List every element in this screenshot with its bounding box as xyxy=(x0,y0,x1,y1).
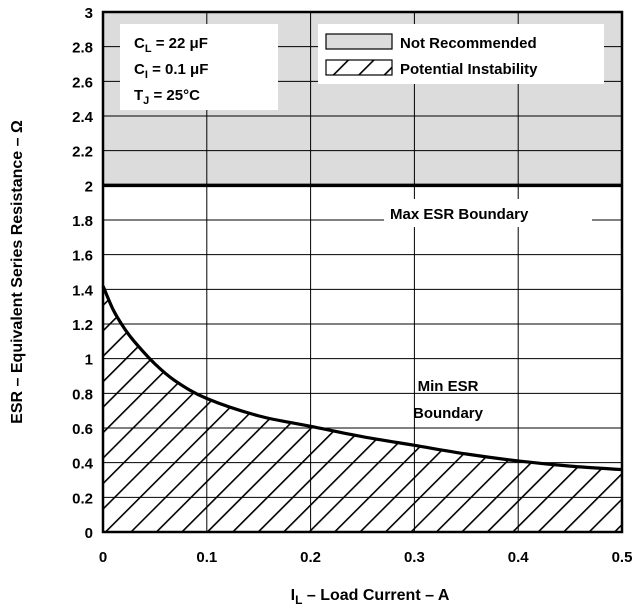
marks xyxy=(101,183,623,472)
condition-cl: CL = 22 μF xyxy=(134,35,208,55)
max-esr-label-bg xyxy=(384,199,592,227)
max-esr-label: Max ESR Boundary xyxy=(390,206,529,223)
region-potential-instability xyxy=(103,285,622,532)
y-tick-label: 2.2 xyxy=(72,144,93,161)
x-tick-label: 0.3 xyxy=(404,549,425,566)
x-tick-label: 0.5 xyxy=(612,549,633,566)
plot-frame xyxy=(101,10,624,534)
y-tick-label: 1.4 xyxy=(72,282,94,299)
x-tick-label: 0.2 xyxy=(300,549,321,566)
ticks: 0 0.1 0.2 0.3 0.4 0.5 0 0.2 0.4 0.6 0.8 1 1.2 1.4 1.6 1… xyxy=(72,5,632,566)
conditions-box-bg xyxy=(120,24,278,110)
min-esr-label-line1: Min ESR xyxy=(418,378,479,395)
y-tick-label: 0.4 xyxy=(72,456,94,473)
x-tick-label: 0.1 xyxy=(196,549,217,566)
y-tick-label: 0.2 xyxy=(72,490,93,507)
y-tick-label: 0.8 xyxy=(72,386,93,403)
min-esr-boundary-curve xyxy=(101,285,623,472)
y-tick-label: 1.2 xyxy=(72,317,93,334)
x-tick-label: 0.4 xyxy=(508,549,530,566)
legend: Not Recommended Potential Instability xyxy=(318,24,604,84)
conditions-box: CL = 22 μF CI = 0.1 μF TJ = 25°C xyxy=(120,24,278,110)
x-axis-title: IL – Load Current – A xyxy=(291,587,450,607)
y-tick-label: 2.6 xyxy=(72,74,93,91)
y-tick-label: 1 xyxy=(85,352,93,369)
legend-label-not-recommended: Not Recommended xyxy=(400,35,537,52)
y-tick-label: 3 xyxy=(85,5,93,22)
y-tick-label: 0 xyxy=(85,525,93,542)
y-tick-label: 2 xyxy=(85,178,93,195)
y-tick-label: 1.6 xyxy=(72,248,93,265)
y-tick-label: 2.8 xyxy=(72,40,93,57)
y-tick-label: 1.8 xyxy=(72,213,93,230)
legend-swatch-not-recommended xyxy=(325,33,393,50)
min-esr-label-line2: Boundary xyxy=(413,405,484,422)
x-tick-label: 0 xyxy=(99,549,107,566)
condition-tj: TJ = 25°C xyxy=(134,87,200,107)
condition-ci: CI = 0.1 μF xyxy=(134,61,208,81)
y-axis-title: ESR – Equivalent Series Resistance – Ω xyxy=(9,120,26,424)
y-tick-label: 2.4 xyxy=(72,109,94,126)
legend-label-potential-instability: Potential Instability xyxy=(400,61,538,78)
legend-swatch-potential-instability xyxy=(325,59,393,76)
y-tick-label: 0.6 xyxy=(72,421,93,438)
